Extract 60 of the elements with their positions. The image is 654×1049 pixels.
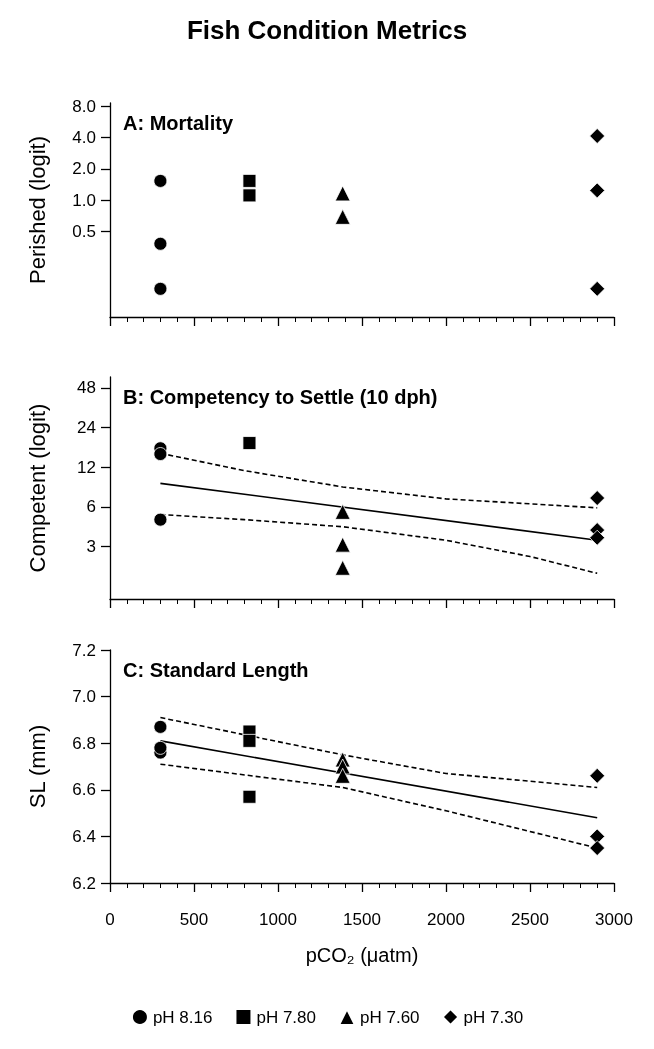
point [589,529,606,546]
point [153,236,168,251]
point [153,512,168,527]
y-axis-title: SL (mm) [24,724,50,809]
point [334,767,351,784]
x-tick-label: 1000 [259,910,297,929]
point [334,185,351,202]
chart-title: B: Competency to Settle (10 dph) [123,386,438,408]
point [153,281,168,296]
y-tick-label: 2.0 [72,159,96,179]
point [153,174,168,188]
y-tick-label: 6.4 [72,826,96,846]
y-tick-label: 12 [77,457,96,477]
legend-label: pH 7.80 [256,1007,317,1027]
y-tick-label: 8.0 [72,96,96,116]
legend-label: pH 7.60 [360,1007,420,1027]
point [334,536,351,553]
x-tick-label: 3000 [595,910,633,929]
point [153,740,168,755]
point [242,789,257,804]
y-tick-label: 0.5 [72,221,96,241]
y-tick-label: 48 [77,378,96,398]
y-tick-label: 7.2 [72,640,96,660]
point [242,436,257,450]
chart-subtitle: A: Mortality [123,112,234,134]
chart-title: Fish Condition Metrics [186,15,468,45]
point [589,767,606,784]
x-tick-label: 1500 [343,910,381,929]
x-tick-label: 0 [105,910,115,929]
point [589,182,606,199]
chart-title: C: Standard Length [123,659,309,681]
x-tick-label: 500 [179,910,209,929]
y-tick-label: 6.8 [72,733,96,753]
y-tick-label: 7.0 [72,687,96,707]
point [334,503,351,520]
x-axis-title: pCO₂ (μatm) [305,944,419,966]
point [589,840,606,856]
point [589,128,606,144]
point [589,490,606,506]
y-axis-title: Competent (logit) [24,403,50,573]
x-tick-label: 2500 [511,910,549,929]
point [242,174,257,188]
y-tick-label: 1.0 [72,190,96,210]
y-tick-label: 3 [86,537,96,557]
y-tick-label: 24 [77,418,96,438]
point [334,559,351,576]
y-tick-label: 4.0 [72,128,96,148]
legend-label: pH 7.30 [463,1007,524,1027]
point [589,280,606,297]
y-tick-label: 6.2 [72,873,96,893]
point [242,733,257,748]
point [242,188,257,203]
point [153,719,168,734]
y-tick-label: 6.6 [72,780,96,800]
y-tick-label: 6 [86,497,96,517]
x-tick-label: 2000 [427,910,465,929]
y-axis-title: Perished (logit) [24,136,50,284]
point [153,447,168,461]
point [334,208,351,225]
legend-label: pH 8.16 [152,1007,213,1027]
